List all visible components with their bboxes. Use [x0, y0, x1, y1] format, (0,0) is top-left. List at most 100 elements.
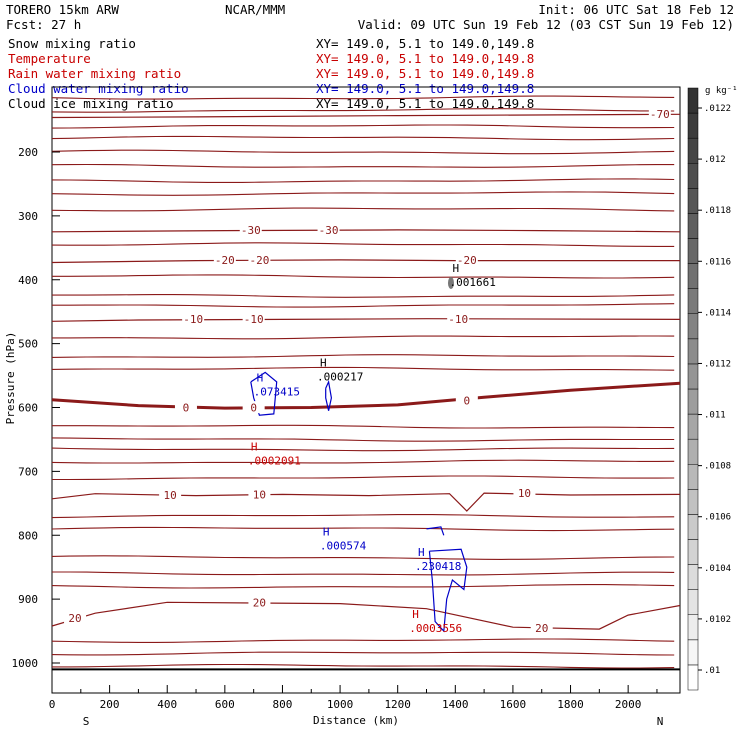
temperature-isoline — [51, 447, 675, 452]
contour-label-bg — [455, 253, 478, 266]
temperature-isoline — [51, 163, 675, 168]
contour-label-bg — [64, 611, 87, 624]
colorbar-bin — [687, 614, 699, 641]
temperature-isoline — [52, 663, 675, 669]
x-end-label-north: N — [657, 715, 664, 728]
cloud-water-contour — [426, 526, 445, 536]
colorbar-tick-label: .0118 — [704, 206, 731, 216]
axes-layer: 0 200 400 600 800 1000 1200 1400 1600 1800 2000200… — [12, 146, 658, 711]
temperature-isoline — [51, 366, 675, 371]
temperature-isoline — [51, 638, 675, 643]
maximum-marker: H — [323, 526, 330, 539]
temperature-contour — [51, 492, 681, 512]
snow-shading — [447, 276, 454, 289]
colorbar-tick-label: .012 — [704, 155, 726, 165]
colorbar-tick-label: .0102 — [704, 615, 731, 625]
contour-label: 10 — [253, 489, 266, 502]
colorbar-bin — [687, 388, 699, 415]
contour-label: -10 — [244, 313, 264, 326]
y-tick-label: 700 — [18, 465, 38, 478]
y-tick-label: 1000 — [12, 657, 39, 670]
field-xy-temperature: XY= 149.0, 5.1 to 149.0,149.8 — [316, 51, 534, 66]
maximum-marker: H — [257, 372, 264, 385]
x-tick-label: 1200 — [384, 698, 411, 711]
maximum-value: .0003556 — [409, 622, 462, 635]
x-tick-label: 200 — [100, 698, 120, 711]
temperature-isoline — [52, 424, 675, 429]
temperature-isoline — [51, 526, 675, 532]
x-tick-label: 600 — [215, 698, 235, 711]
contour-label: 0 — [464, 395, 471, 408]
x-tick-label: 1000 — [327, 698, 354, 711]
y-tick-label: 800 — [18, 529, 38, 542]
contour-label-bg — [248, 488, 271, 501]
field-xy-rain: XY= 149.0, 5.1 to 149.0,149.8 — [316, 66, 534, 81]
maximum-marker: H — [320, 356, 327, 369]
contour-label: 10 — [518, 487, 531, 500]
colorbar-tick-label: .0104 — [704, 564, 731, 574]
colorbar-bin — [687, 338, 699, 365]
temperature-isoline — [52, 475, 675, 481]
temperature-isoline — [51, 584, 675, 589]
temperature-isoline — [51, 95, 675, 100]
contour-label-bg — [455, 394, 478, 407]
colorbar-bin — [687, 263, 699, 289]
contour-label-bg — [317, 223, 340, 236]
contour-label-bg — [242, 312, 265, 325]
x-tick-label: 400 — [157, 698, 177, 711]
maximum-marker: H — [412, 608, 419, 621]
contour-label: 0 — [250, 402, 257, 415]
maximum-value: .001661 — [450, 276, 496, 289]
colorbar-bin — [687, 413, 699, 440]
contour-label: 0 — [183, 402, 190, 415]
field-name-cloud-water: Cloud water mixing ratio — [8, 81, 189, 96]
colorbar-tick-label: .0112 — [704, 359, 731, 369]
colorbar-tick-label: .0108 — [704, 462, 731, 472]
contour-label-bg — [174, 401, 197, 414]
temperature-isoline — [51, 149, 675, 155]
temperature-isoline — [51, 651, 675, 656]
cloud-water-contour — [428, 548, 468, 633]
cloud-water-contour — [250, 371, 278, 416]
init-time: Init: 06 UTC Sat 18 Feb 12 — [538, 2, 734, 17]
field-xy-cloud-water: XY= 149.0, 5.1 to 149.0,149.8 — [316, 81, 534, 96]
valid-time: Valid: 09 UTC Sun 19 Feb 12 (03 CST Sun … — [358, 17, 734, 32]
contour-label: 20 — [253, 596, 266, 609]
colorbar-bin — [687, 87, 699, 114]
org-title: NCAR/MMM — [225, 2, 285, 17]
colorbar-bin — [687, 438, 699, 465]
temperature-contour — [51, 229, 681, 233]
x-tick-label: 2000 — [615, 698, 642, 711]
temperature-isoline — [51, 514, 675, 519]
temperature-isoline — [51, 191, 675, 196]
contour-label-bg — [213, 253, 236, 266]
forecast-hour: Fcst: 27 h — [6, 17, 81, 32]
contour-label-bg — [182, 312, 205, 325]
y-tick-label: 200 — [18, 146, 38, 159]
contour-label: -30 — [241, 224, 261, 237]
field-xy-cloud-ice: XY= 149.0, 5.1 to 149.0,149.8 — [316, 96, 534, 111]
x-tick-label: 1400 — [442, 698, 469, 711]
temperature-isoline — [52, 303, 675, 308]
maximum-value: .073415 — [254, 386, 300, 399]
plot-frame — [51, 86, 681, 694]
contour-label-bg — [447, 312, 470, 325]
cloud-water-contour — [325, 379, 333, 411]
temperature-contour — [51, 113, 681, 119]
x-end-label-south: S — [83, 715, 90, 728]
plot-layer: -70 -30 -30 -20 -20 -20 -10 -10 -10 0 0 0 10 10 10 20 20… — [51, 95, 681, 671]
colorbar-tick-label: .01 — [704, 666, 720, 676]
colorbar-bin — [687, 514, 699, 540]
temperature-isoline — [52, 294, 675, 298]
colorbar-bin — [687, 188, 699, 214]
temperature-isoline — [52, 571, 675, 576]
colorbar-bin — [687, 288, 699, 314]
colorbar-bin — [687, 464, 699, 490]
maximum-marker: H — [251, 441, 258, 454]
contour-label: 10 — [163, 489, 176, 502]
contour-label-bg — [248, 253, 271, 266]
maximum-value: .0002091 — [248, 455, 301, 468]
contour-label-bg — [530, 621, 553, 634]
colorbar: .01 .0102 .0104 .0106 .0108 .011 .0112 .0114 .01… — [687, 87, 731, 691]
